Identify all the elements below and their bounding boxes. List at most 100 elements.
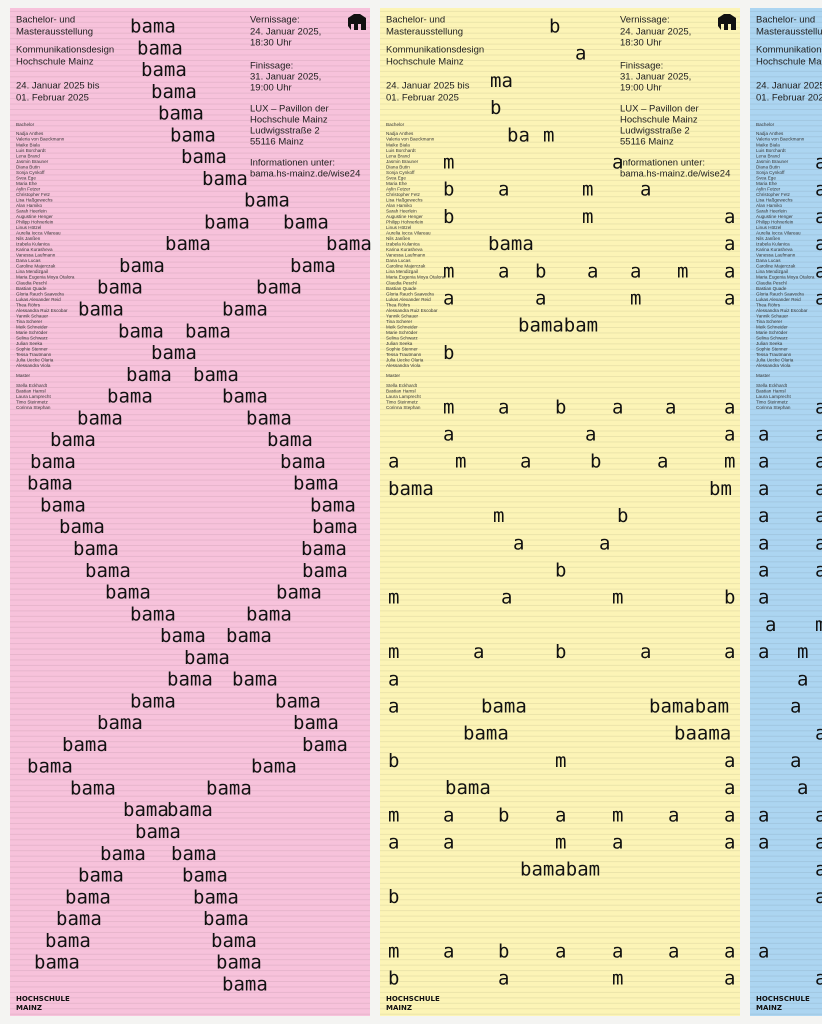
pattern-word: bama: [119, 255, 165, 277]
pattern-word: bama: [488, 233, 534, 255]
name: Izabela Kulanica: [16, 242, 50, 247]
name: Tina Scherer: [16, 319, 43, 324]
pattern-word: bama: [123, 799, 169, 821]
name: Sonja Cynkoff: [756, 170, 785, 175]
name: Lukas Alexander Reid: [756, 297, 801, 302]
pattern-word: b: [498, 804, 509, 826]
pattern-word: bama: [206, 777, 252, 799]
pattern-word: a: [724, 424, 735, 446]
name: Augustine Henger: [756, 214, 793, 219]
pattern-word: b: [535, 260, 546, 282]
name: Alan Hamiko: [756, 203, 782, 208]
name: Julian Seeka: [756, 341, 783, 346]
pattern-word: b: [555, 560, 566, 582]
name: Svea Ege: [386, 175, 406, 180]
pattern-word: bama: [165, 233, 211, 255]
pattern-word: bama: [85, 560, 131, 582]
header-text: Bachelor- und: [756, 15, 815, 26]
pattern-word: a: [612, 940, 623, 962]
pattern-word: m: [582, 206, 593, 228]
name: Lina Mendizgail: [16, 269, 48, 274]
header-info: 19:00 Uhr: [250, 83, 292, 94]
pattern-word: b: [388, 750, 399, 772]
name: Lina Mendizgail: [386, 269, 418, 274]
pattern-word: a: [657, 451, 668, 473]
pattern-word: bama: [301, 538, 347, 560]
name: Christopher Fetz: [756, 192, 791, 197]
header-text: Bachelor- und: [16, 15, 75, 26]
header-text: Masterausstellung: [16, 27, 93, 38]
name: Gloria Rauch Saavedra: [756, 291, 804, 296]
name: Laura Lamprecht: [16, 394, 51, 399]
name: Diana Butin: [386, 164, 410, 169]
pattern-word: a: [758, 505, 769, 527]
header-info: 31. Januar 2025,: [250, 72, 321, 83]
pattern-word: a: [724, 777, 735, 799]
name: Meik Schneider: [386, 324, 418, 329]
name: Dana Lucas: [16, 258, 41, 263]
pattern-word: a: [797, 777, 808, 799]
names-heading: Master: [16, 373, 31, 378]
name: Corinna Stephan: [386, 405, 421, 410]
name: Claudia Peschl: [16, 280, 47, 285]
pattern-word: bama: [167, 799, 213, 821]
pattern-word: a: [535, 288, 546, 310]
header-info: bama.hs-mainz.de/wise24: [250, 169, 360, 180]
name: Yannik Schauer: [756, 313, 789, 318]
header-text: 01. Februar 2025: [756, 93, 822, 104]
name: Corinna Stephan: [756, 405, 791, 410]
name: Thea Röhrs: [16, 302, 41, 307]
header-text: 01. Februar 2025: [16, 93, 89, 104]
pattern-word: a: [443, 804, 454, 826]
header-info: Ludwigsstraße 2: [620, 126, 690, 137]
pattern-word: a: [724, 641, 735, 663]
name: Luis Borchardt: [756, 148, 786, 153]
name: Linus Hötzel: [16, 225, 41, 230]
pattern-word: bamabam: [518, 315, 598, 337]
pattern-word: a: [724, 288, 735, 310]
name: Vanessa Laufmann: [386, 253, 426, 258]
pattern-word: a: [758, 587, 769, 609]
pattern-word: a: [758, 641, 769, 663]
pattern-word: a: [630, 260, 641, 282]
pattern-word: bama: [388, 478, 434, 500]
name: Timo Steinmetz: [386, 399, 418, 404]
pattern-word: m: [388, 804, 399, 826]
name: Sarah Heerlein: [386, 208, 417, 213]
pattern-word: a: [815, 288, 822, 310]
name: Tina Scherer: [756, 319, 783, 324]
name: Lena Brand: [16, 153, 40, 158]
pattern-word: bama: [222, 299, 268, 321]
pattern-word: a: [758, 532, 769, 554]
name: Timo Steinmetz: [16, 399, 48, 404]
pattern-word: bama: [481, 696, 527, 718]
name: Luis Borchardt: [386, 148, 416, 153]
name: Bastian Hamsl: [16, 389, 46, 394]
pattern-word: a: [501, 587, 512, 609]
pattern-word: m: [388, 587, 399, 609]
pattern-word: a: [758, 451, 769, 473]
pattern-word: bamabam: [649, 696, 729, 718]
name: Linus Hötzel: [756, 225, 781, 230]
name: Alessandra Ruiz Escobar: [386, 308, 438, 313]
pattern-word: a: [575, 43, 586, 65]
header-info: 31. Januar 2025,: [620, 72, 691, 83]
footer-logo: MAINZ: [16, 1004, 42, 1012]
ruled-lines: [750, 8, 822, 1016]
header-info: LUX – Pavillon der: [250, 104, 329, 115]
names-heading: Master: [756, 373, 771, 378]
name: Nadja Anthes: [386, 131, 414, 136]
header-text: 24. Januar 2025 bis: [756, 81, 822, 92]
name: Lena Brand: [756, 153, 780, 158]
pattern-word: bama: [184, 647, 230, 669]
pattern-word: a: [388, 696, 399, 718]
header-text: Kommunikationsdesign: [16, 45, 114, 56]
header-text: Kommunikationsdesign: [386, 45, 484, 56]
name: Jasmin Brauner: [16, 159, 49, 164]
logo: [348, 14, 366, 30]
name: Maria Ehe: [386, 181, 407, 186]
pattern-word: a: [815, 804, 822, 826]
pattern-word: bama: [170, 124, 216, 146]
name: Bastian Hamsl: [386, 389, 416, 394]
